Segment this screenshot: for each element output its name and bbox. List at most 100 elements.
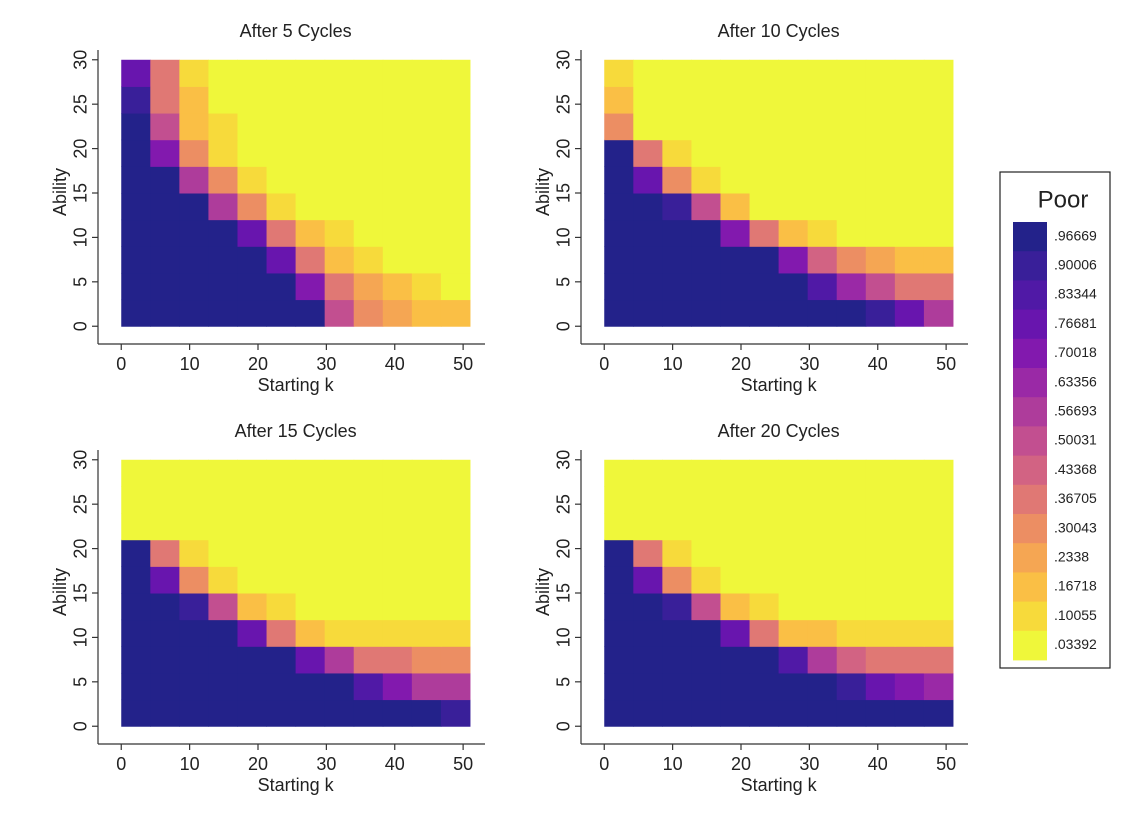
heat-cell xyxy=(604,593,634,621)
heat-cell xyxy=(295,539,326,567)
heat-cell xyxy=(266,272,297,301)
heat-cell xyxy=(324,299,355,327)
heat-cell xyxy=(440,86,471,114)
x-axis-title: Starting k xyxy=(258,775,335,795)
heat-cell xyxy=(179,566,209,594)
heat-cell xyxy=(121,59,151,87)
heat-cell xyxy=(807,699,838,727)
heat-cell xyxy=(633,59,663,87)
heat-cell xyxy=(749,246,780,274)
heat-cell xyxy=(633,86,663,114)
heat-cell xyxy=(324,486,355,514)
heat-cell xyxy=(208,486,238,514)
heat-cell xyxy=(691,86,721,114)
heat-cell xyxy=(266,593,297,621)
heat-cell xyxy=(440,513,471,541)
x-tick-label: 10 xyxy=(663,754,683,774)
y-axis-title: Ability xyxy=(50,568,70,616)
legend-label: .43368 xyxy=(1054,461,1097,477)
x-tick-label: 40 xyxy=(868,754,888,774)
heat-cell xyxy=(720,219,751,247)
heat-cell xyxy=(121,486,151,514)
heat-cell xyxy=(749,113,780,141)
x-tick-label: 10 xyxy=(180,754,200,774)
heat-cell xyxy=(382,166,413,194)
heat-cell xyxy=(633,619,663,647)
heat-cell xyxy=(411,193,442,221)
heat-cell xyxy=(353,219,384,247)
heat-cell xyxy=(237,139,268,167)
heat-cell xyxy=(440,219,471,247)
heat-cell xyxy=(633,299,663,327)
heat-cell xyxy=(720,139,751,167)
heat-cell xyxy=(208,672,238,701)
heat-cell xyxy=(836,246,867,274)
legend-label: .56693 xyxy=(1054,403,1097,419)
heat-cell xyxy=(440,166,471,194)
legend-swatch xyxy=(1013,630,1047,661)
heat-cell xyxy=(778,86,809,114)
heat-cell xyxy=(353,699,384,727)
legend-label: .50031 xyxy=(1054,432,1097,448)
heat-cell xyxy=(894,672,925,701)
heat-cell xyxy=(179,539,209,567)
heat-cell xyxy=(604,539,634,567)
heat-cell xyxy=(691,672,721,701)
heat-cell xyxy=(894,193,925,221)
heat-cell xyxy=(382,113,413,141)
heat-cell xyxy=(662,646,692,674)
heat-cell xyxy=(923,193,954,221)
heat-cell xyxy=(324,193,355,221)
heat-cell xyxy=(411,459,442,487)
heat-cell xyxy=(749,59,780,87)
heat-cell xyxy=(382,486,413,514)
heat-cell xyxy=(382,86,413,114)
heat-cell xyxy=(691,539,721,567)
heat-cell xyxy=(237,539,268,567)
heat-cell xyxy=(266,619,297,647)
x-tick-label: 50 xyxy=(936,354,956,374)
heat-cell xyxy=(208,193,238,221)
heat-cell xyxy=(150,113,180,141)
heat-cell xyxy=(749,272,780,301)
heat-cell xyxy=(179,113,209,141)
heat-cell xyxy=(604,699,634,727)
heat-cell xyxy=(353,166,384,194)
heat-cell xyxy=(865,699,896,727)
heat-cell xyxy=(749,299,780,327)
heat-cell xyxy=(836,646,867,674)
heat-cell xyxy=(440,59,471,87)
heat-cell xyxy=(894,699,925,727)
heat-cell xyxy=(778,672,809,701)
heat-cell xyxy=(807,513,838,541)
heat-cell xyxy=(353,672,384,701)
heat-cell xyxy=(266,566,297,594)
heat-cell xyxy=(295,86,326,114)
heat-cell xyxy=(836,86,867,114)
heat-cell xyxy=(865,593,896,621)
heat-cell xyxy=(778,59,809,87)
heat-cell xyxy=(923,113,954,141)
heat-cell xyxy=(778,113,809,141)
heat-cell xyxy=(691,646,721,674)
heat-cell xyxy=(749,672,780,701)
heat-cell xyxy=(440,593,471,621)
heat-cell xyxy=(121,513,151,541)
chart-title: After 5 Cycles xyxy=(240,21,352,41)
heat-cell xyxy=(411,699,442,727)
heat-cell xyxy=(633,539,663,567)
y-tick-label: 10 xyxy=(554,227,574,247)
legend-swatch xyxy=(1013,397,1047,427)
heat-cell xyxy=(121,86,151,114)
heat-cell xyxy=(324,513,355,541)
heat-cell xyxy=(662,59,692,87)
heat-cell xyxy=(807,59,838,87)
heat-cell xyxy=(324,139,355,167)
heat-cell xyxy=(633,672,663,701)
heat-cell xyxy=(382,699,413,727)
heat-cell xyxy=(720,486,751,514)
heat-cell xyxy=(411,166,442,194)
y-axis-title: Ability xyxy=(533,568,553,616)
heat-cell xyxy=(121,699,151,727)
heat-cell xyxy=(633,566,663,594)
